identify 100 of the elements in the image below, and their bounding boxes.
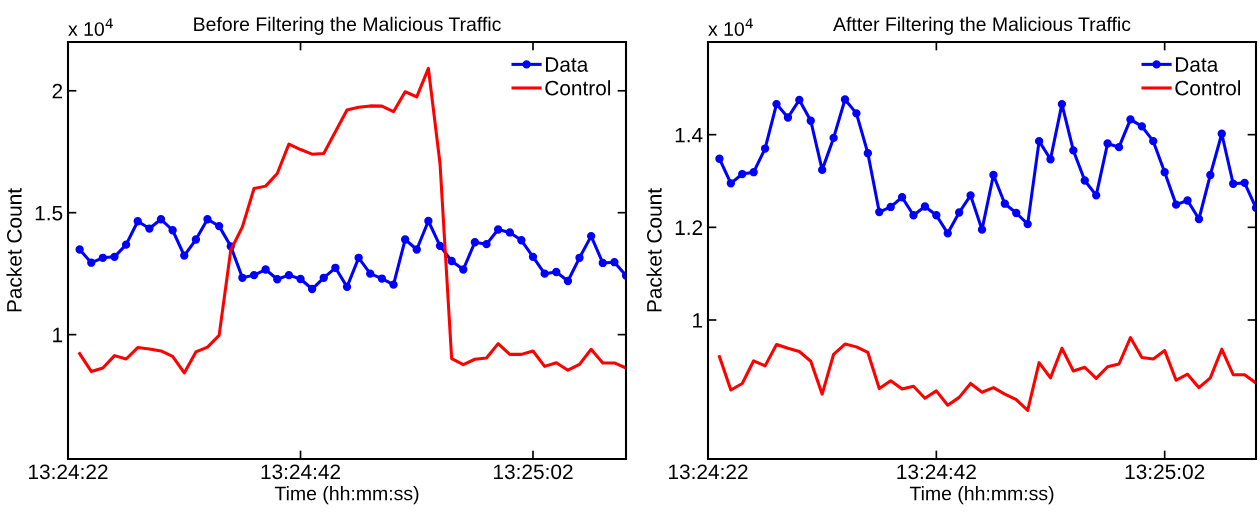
y-tick-label: 1 — [693, 313, 703, 328]
y-axis-title: Packet Count — [646, 188, 662, 312]
point — [749, 168, 758, 177]
point — [1183, 196, 1192, 205]
point — [1171, 200, 1181, 209]
point — [98, 253, 108, 262]
point — [1092, 191, 1101, 200]
point — [863, 149, 873, 158]
y-tick-label: 2 — [52, 83, 63, 99]
point — [168, 226, 177, 235]
point — [1057, 99, 1067, 109]
point — [459, 265, 468, 274]
point — [1126, 115, 1135, 124]
point — [818, 165, 827, 175]
y-tick-label: 1.5 — [35, 205, 63, 221]
point — [1046, 155, 1055, 164]
x-tick-label: 13:24:42 — [261, 464, 341, 480]
point — [354, 253, 363, 262]
y-tick-label: 1 — [53, 327, 63, 343]
point — [447, 256, 456, 266]
point — [840, 95, 850, 104]
point — [955, 208, 964, 217]
point — [1160, 168, 1169, 177]
point — [87, 258, 96, 267]
point — [424, 216, 433, 226]
point — [133, 217, 142, 226]
point — [238, 273, 247, 282]
point — [760, 144, 770, 153]
point — [966, 191, 975, 200]
point — [331, 263, 340, 272]
legend-label: Data — [1175, 57, 1219, 72]
point — [1194, 214, 1204, 224]
y-tick-label: 1.4 — [675, 127, 703, 143]
point — [528, 252, 538, 262]
point — [772, 99, 781, 109]
point — [366, 269, 375, 278]
point — [342, 282, 352, 292]
legend-label: Control — [545, 80, 611, 96]
line-series — [717, 336, 1256, 412]
point — [400, 235, 410, 244]
x-tick-label: 13:24:42 — [897, 464, 976, 480]
y-axis-title: Packet Count — [6, 188, 22, 312]
legend-label: Control — [1175, 80, 1241, 96]
point — [482, 239, 491, 249]
point — [829, 133, 838, 143]
point — [273, 275, 282, 284]
legend-label: Data — [545, 57, 589, 72]
point — [886, 202, 895, 212]
point — [1023, 219, 1032, 229]
point — [307, 284, 317, 294]
point — [319, 273, 328, 282]
point — [1080, 176, 1089, 185]
chart-title: Before Filtering the Malicious Traffic — [194, 16, 501, 35]
point — [552, 267, 561, 277]
point — [977, 225, 987, 234]
point — [598, 258, 607, 268]
point — [1217, 129, 1226, 138]
point — [540, 269, 549, 278]
point — [156, 215, 166, 224]
text: x 10$^{4}$ — [708, 18, 753, 36]
point — [435, 241, 445, 251]
point — [110, 252, 119, 262]
point — [875, 207, 884, 217]
point — [795, 95, 804, 105]
point — [180, 251, 189, 260]
point — [412, 245, 421, 254]
point — [726, 179, 736, 188]
point — [249, 270, 259, 280]
point — [214, 221, 224, 231]
point — [377, 274, 387, 283]
point — [284, 270, 294, 280]
point — [563, 276, 573, 286]
point — [909, 211, 918, 220]
point — [1034, 136, 1044, 146]
point — [1137, 122, 1147, 131]
chart-title: Aftter Filtering the Malicious Traffic — [833, 16, 1131, 35]
point — [75, 245, 84, 254]
x-axis-title: Time (hh:mm:ss) — [909, 486, 1054, 505]
x-tick-label: 13:25:02 — [494, 464, 573, 480]
point — [943, 229, 952, 238]
point — [1206, 170, 1215, 180]
point — [1103, 139, 1112, 148]
point — [1012, 208, 1021, 218]
x-tick-label: 13:24:22 — [29, 464, 108, 480]
point — [610, 258, 619, 267]
x-axis-title: Time (hh:mm:ss) — [274, 486, 419, 505]
point — [121, 240, 131, 249]
y-tick-label: 1.2 — [675, 220, 703, 235]
text: x 10$^{4}$ — [68, 18, 113, 36]
point — [389, 280, 398, 289]
point — [296, 274, 305, 284]
point — [575, 253, 584, 262]
point — [1069, 146, 1078, 155]
point — [203, 215, 212, 224]
point — [852, 109, 861, 118]
point — [1240, 178, 1249, 188]
point — [920, 202, 930, 211]
point — [261, 265, 270, 274]
point — [738, 169, 747, 179]
point — [989, 170, 998, 180]
